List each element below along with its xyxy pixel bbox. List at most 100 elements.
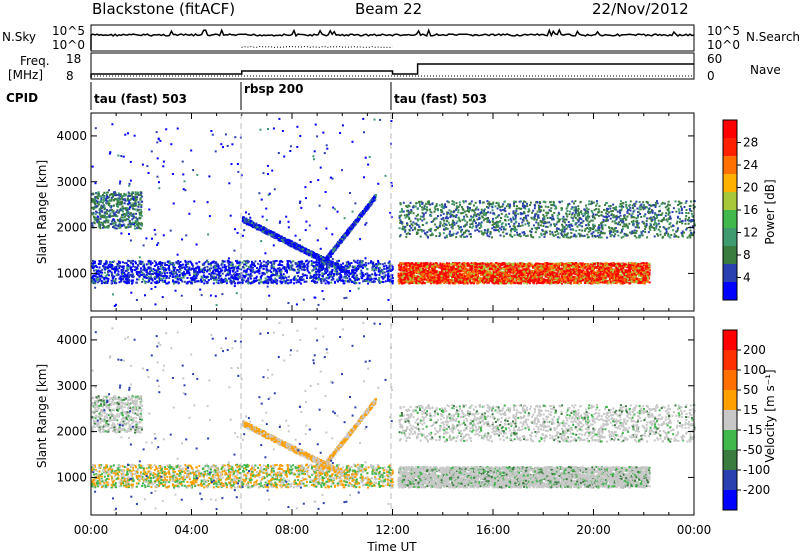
- heatmap-cell: [140, 267, 142, 270]
- heatmap-cell: [296, 262, 299, 265]
- heatmap-cell: [357, 268, 360, 270]
- heatmap-cell: [129, 268, 132, 270]
- heatmap-cell: [282, 277, 285, 280]
- heatmap-cell: [282, 273, 285, 276]
- heatmap-cell: [168, 266, 170, 269]
- heatmap-cell: [254, 260, 257, 263]
- heatmap-cell: [218, 272, 221, 275]
- cpid-segment-1: tau (fast) 503: [94, 93, 187, 105]
- heatmap-cell: [301, 268, 304, 271]
- heatmap-cell: [147, 262, 150, 265]
- heatmap-cell: [353, 280, 356, 283]
- heatmap-cell: [154, 269, 156, 272]
- heatmap-cell: [190, 277, 193, 280]
- heatmap-cell: [328, 273, 331, 276]
- heatmap-cell: [303, 269, 306, 272]
- heatmap-cell: [142, 263, 145, 266]
- heatmap-cell: [249, 268, 252, 271]
- heatmap-cell: [473, 282, 476, 285]
- nave-label: Nave: [750, 64, 781, 76]
- heatmap-cell: [138, 271, 141, 274]
- heatmap-cell: [110, 282, 113, 285]
- heatmap-cell: [275, 272, 277, 274]
- heatmap-cell: [325, 279, 328, 282]
- heatmap-cell: [127, 281, 130, 284]
- heatmap-cell: [324, 270, 327, 273]
- heatmap-cell: [176, 273, 179, 276]
- freq-tick-low: 8: [66, 70, 74, 82]
- heatmap-cell: [130, 262, 133, 265]
- heatmap-cell: [187, 260, 190, 263]
- heatmap-cell: [162, 281, 165, 283]
- heatmap-cell: [347, 260, 350, 263]
- heatmap-cell: [265, 281, 268, 284]
- heatmap-cell: [145, 277, 148, 279]
- heatmap-cell: [367, 282, 369, 285]
- heatmap-cell: [201, 263, 204, 266]
- heatmap-cell: [266, 275, 269, 278]
- heatmap-cell: [178, 265, 181, 268]
- heatmap-cell: [301, 273, 304, 276]
- heatmap-cell: [104, 268, 107, 271]
- heatmap-cell: [367, 277, 370, 280]
- heatmap-cell: [143, 280, 146, 283]
- heatmap-cell: [234, 265, 237, 268]
- heatmap-cell: [184, 268, 187, 270]
- heatmap-cell: [283, 268, 286, 270]
- heatmap-cell: [296, 264, 299, 267]
- heatmap-cell: [186, 269, 189, 271]
- heatmap-cell: [361, 261, 364, 264]
- heatmap-cell: [212, 279, 215, 281]
- heatmap-cell: [560, 267, 563, 270]
- heatmap-cell: [231, 276, 234, 279]
- heatmap-cell: [142, 278, 144, 281]
- heatmap-cell: [107, 266, 110, 269]
- heatmap-cell: [216, 268, 219, 271]
- heatmap-cell: [642, 264, 645, 267]
- heatmap-cell: [254, 265, 256, 268]
- heatmap-cell: [243, 275, 246, 278]
- heatmap-cell: [431, 276, 434, 279]
- heatmap-cell: [272, 269, 275, 272]
- heatmap-cell: [186, 281, 189, 284]
- heatmap-cell: [306, 263, 309, 266]
- heatmap-cell: [120, 280, 123, 283]
- heatmap-cell: [112, 268, 115, 271]
- heatmap-cell: [370, 260, 373, 263]
- heatmap-cell: [221, 272, 224, 275]
- heatmap-cell: [193, 281, 196, 284]
- heatmap-cell: [266, 271, 269, 274]
- heatmap-cell: [302, 278, 305, 281]
- heatmap-cell: [386, 278, 389, 281]
- heatmap-cell: [160, 264, 163, 266]
- heatmap-cell: [297, 280, 300, 283]
- heatmap-cell: [330, 281, 333, 284]
- heatmap-cell: [222, 280, 225, 283]
- heatmap-cell: [138, 275, 141, 278]
- heatmap-cell: [238, 272, 241, 275]
- heatmap-cell: [389, 270, 392, 272]
- heatmap-cell: [193, 269, 196, 272]
- date-title: 22/Nov/2012: [592, 2, 689, 17]
- heatmap-cell: [149, 277, 152, 280]
- heatmap-cell: [115, 273, 118, 276]
- heatmap-cell: [169, 263, 172, 266]
- heatmap-cell: [198, 268, 201, 271]
- heatmap-cell: [285, 281, 288, 284]
- heatmap-cell: [363, 280, 366, 282]
- heatmap-cell: [152, 273, 154, 275]
- heatmap-cell: [253, 277, 256, 280]
- heatmap-cell: [114, 279, 117, 282]
- heatmap-cell: [321, 277, 324, 280]
- heatmap-cell: [274, 280, 277, 282]
- heatmap-cell: [598, 268, 601, 271]
- heatmap-cell: [354, 272, 357, 275]
- heatmap-cell: [168, 265, 171, 267]
- heatmap-cell: [378, 282, 381, 284]
- heatmap-cell: [391, 267, 394, 270]
- heatmap-cell: [160, 275, 163, 277]
- heatmap-cell: [107, 271, 110, 273]
- heatmap-cell: [163, 272, 166, 275]
- heatmap-cell: [317, 276, 320, 279]
